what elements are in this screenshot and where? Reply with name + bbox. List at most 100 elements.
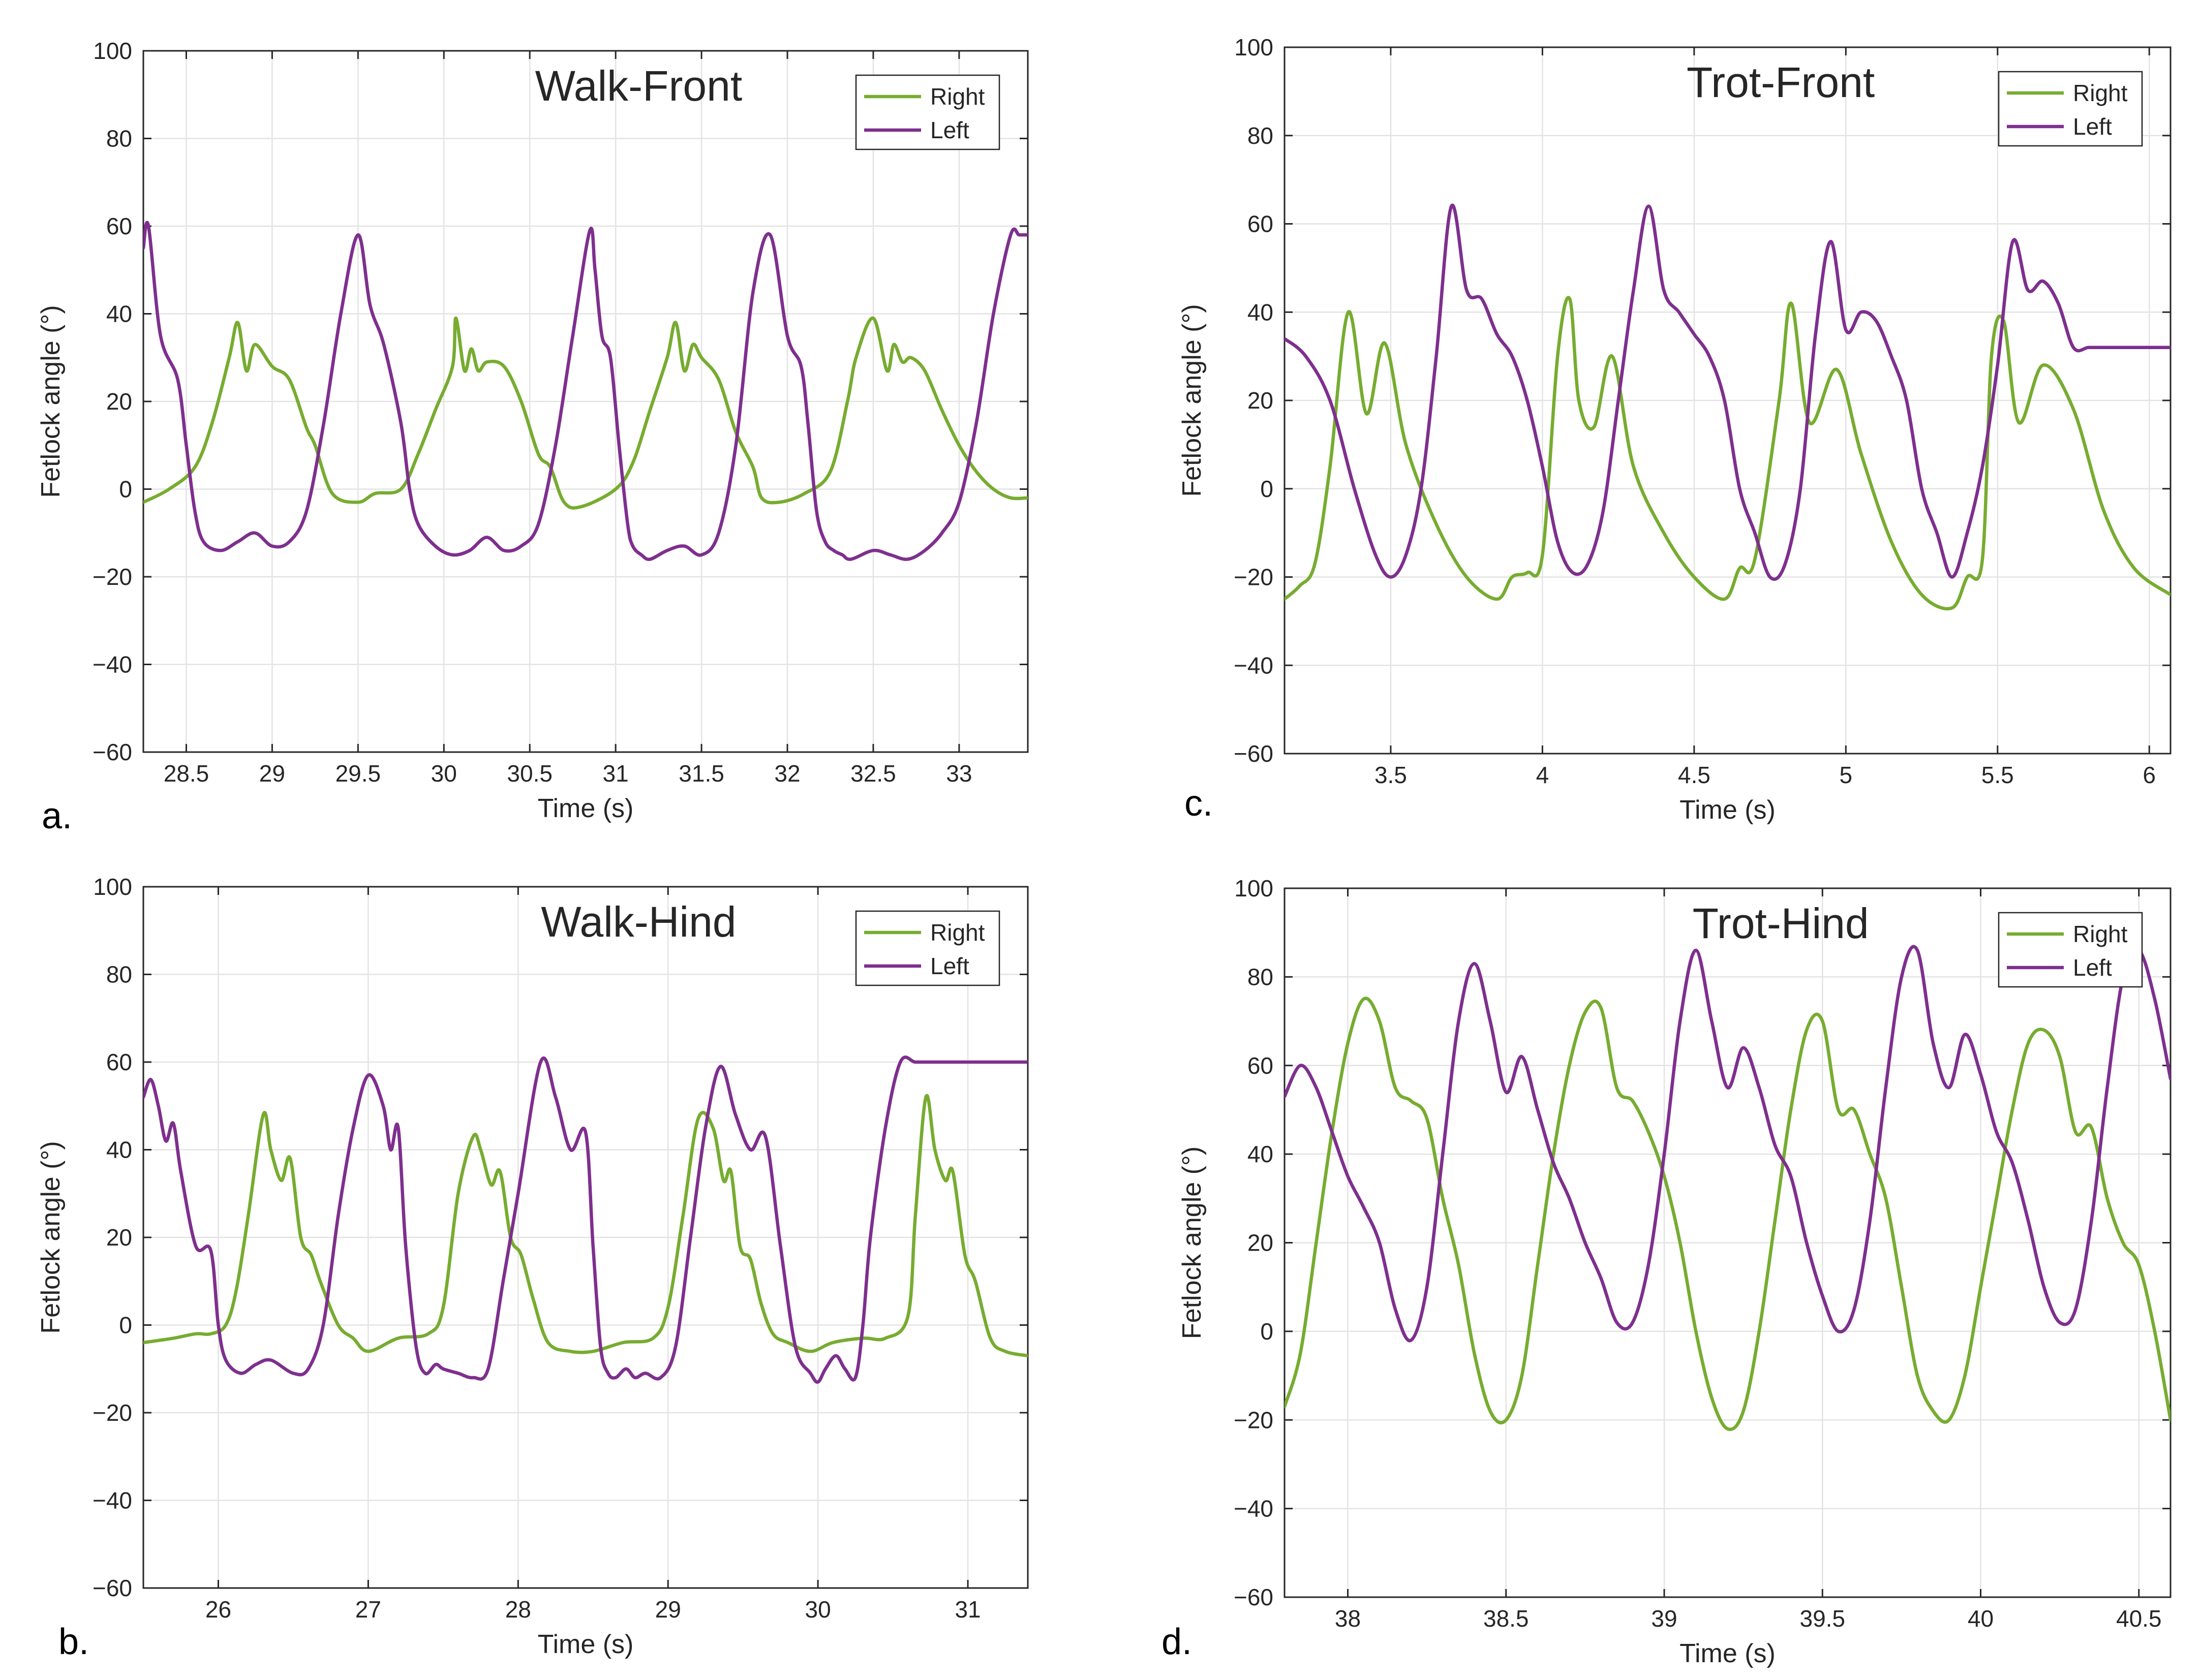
y-tick-label: 0: [1260, 476, 1273, 502]
y-tick-label: −60: [1234, 1584, 1273, 1610]
y-tick-label: 40: [106, 301, 132, 327]
x-tick-label: 40: [1968, 1605, 1994, 1632]
x-tick-label: 32: [774, 760, 800, 787]
y-axis-label: Fetlock angle (°): [36, 305, 66, 497]
panel-label: c.: [1184, 783, 1213, 824]
x-tick-label: 31: [955, 1596, 981, 1623]
chart-title: Trot-Front: [1687, 58, 1875, 106]
legend-box: [1998, 912, 2143, 988]
y-tick-label: 100: [1234, 34, 1273, 60]
y-tick-label: 100: [93, 38, 132, 64]
x-tick-label: 29.5: [335, 760, 381, 787]
x-tick-label: 6: [2143, 762, 2156, 788]
legend-label-right: Right: [930, 919, 985, 946]
y-tick-label: 40: [106, 1137, 132, 1163]
chart-panel-1: 28.5 29 29.5 30 30.5 31 31.5 32 32.5 33 100 80 60 40 2…: [36, 38, 1029, 836]
legend: Right Left: [855, 910, 1000, 986]
y-tick-label: −60: [93, 739, 132, 765]
y-axis-label: Fetlock angle (°): [1177, 304, 1207, 496]
y-tick-label: 60: [106, 213, 132, 239]
series-line-left: [1285, 203, 2171, 581]
x-tick-label: 33: [946, 760, 972, 787]
x-axis-label: Time (s): [538, 794, 634, 823]
series-line-right: [1285, 296, 2171, 611]
y-tick-label: 0: [119, 1312, 132, 1339]
grid: [1285, 46, 2171, 755]
y-tick-label: 0: [1260, 1318, 1273, 1345]
x-tick-label: 38.5: [1483, 1605, 1529, 1632]
x-tick-label: 27: [355, 1596, 381, 1623]
chart-title: Walk-Front: [535, 62, 743, 110]
panel-label: a.: [42, 796, 72, 836]
x-tick-label: 39.5: [1799, 1605, 1845, 1632]
series-line-left: [143, 1055, 1028, 1384]
x-tick-label: 4: [1536, 762, 1549, 788]
y-tick-label: 60: [1247, 211, 1273, 237]
legend-box: [855, 910, 1000, 986]
legend-label-right: Right: [930, 83, 985, 110]
panel-label: d.: [1162, 1622, 1192, 1662]
x-tick-label: 5: [1840, 762, 1853, 788]
y-tick-label: 100: [1234, 875, 1273, 901]
chart-panel-2: 26 27 28 29 30 31 100 80 60 40 20 0 −20 −40 −60 Time (s…: [36, 874, 1029, 1662]
series-line-right: [143, 316, 1028, 510]
y-tick-label: 20: [1247, 1230, 1273, 1256]
series-group: [1285, 203, 2171, 611]
y-tick-label: −40: [1234, 652, 1273, 678]
y-tick-label: 20: [106, 1224, 132, 1251]
y-tick-label: 0: [119, 476, 132, 503]
legend-box: [855, 74, 1000, 150]
series-line-left: [143, 221, 1028, 561]
chart-panel-4: 38 38.5 39 39.5 40 40.5 100 80 60 40 20 0 −20 −40 −60 T…: [1162, 875, 2172, 1668]
legend-label-left: Left: [930, 117, 969, 143]
x-tick-label: 30: [805, 1596, 831, 1623]
y-tick-label: 40: [1247, 1141, 1273, 1167]
y-tick-label: −20: [1234, 1407, 1273, 1433]
y-tick-label: −20: [1234, 564, 1273, 590]
y-tick-label: 80: [1247, 122, 1273, 149]
y-tick-label: 20: [106, 388, 132, 415]
y-tick-label: −40: [1234, 1496, 1273, 1522]
y-tick-label: −60: [1234, 740, 1273, 767]
x-tick-label: 38: [1335, 1605, 1361, 1632]
legend-label-right: Right: [2073, 921, 2128, 947]
series-line-right: [143, 1094, 1028, 1358]
panel-label: b.: [58, 1622, 89, 1662]
grid: [1285, 887, 2171, 1598]
y-tick-label: −40: [93, 1487, 132, 1514]
legend-label-left: Left: [930, 953, 969, 979]
y-tick-label: 60: [1247, 1052, 1273, 1079]
x-tick-label: 39: [1651, 1605, 1677, 1632]
legend-label-left: Left: [2073, 113, 2112, 140]
chart-panel-3: 3.5 4 4.5 5 5.5 6 100 80 60 40 20 0 −20 −40 −60 Time (s…: [1177, 34, 2172, 825]
y-tick-label: 80: [1247, 963, 1273, 990]
x-axis-label: Time (s): [538, 1630, 634, 1659]
series-group: [143, 221, 1028, 561]
x-tick-label: 30.5: [507, 760, 553, 787]
x-tick-label: 40.5: [2116, 1605, 2162, 1632]
y-tick-label: −20: [93, 564, 132, 590]
y-tick-label: 80: [106, 961, 132, 988]
y-tick-label: 60: [106, 1049, 132, 1075]
x-tick-label: 26: [205, 1596, 231, 1623]
legend: Right Left: [1998, 71, 2143, 147]
series-group: [143, 1055, 1028, 1384]
legend-label-right: Right: [2073, 80, 2128, 106]
y-axis-label: Fetlock angle (°): [1177, 1146, 1207, 1339]
x-tick-label: 29: [655, 1596, 681, 1623]
series-line-right: [1285, 997, 2171, 1431]
series-group: [1285, 945, 2171, 1431]
y-tick-label: −60: [93, 1575, 132, 1601]
y-tick-label: 80: [106, 126, 132, 152]
x-tick-label: 28: [505, 1596, 531, 1623]
x-axis-label: Time (s): [1679, 1639, 1776, 1668]
legend-label-left: Left: [2073, 954, 2112, 981]
legend: Right Left: [855, 74, 1000, 150]
grid: [143, 50, 1028, 753]
x-tick-label: 28.5: [164, 760, 209, 787]
grid: [143, 886, 1028, 1589]
y-tick-label: 20: [1247, 387, 1273, 414]
chart-title: Walk-Hind: [541, 898, 736, 946]
legend: Right Left: [1998, 912, 2143, 988]
